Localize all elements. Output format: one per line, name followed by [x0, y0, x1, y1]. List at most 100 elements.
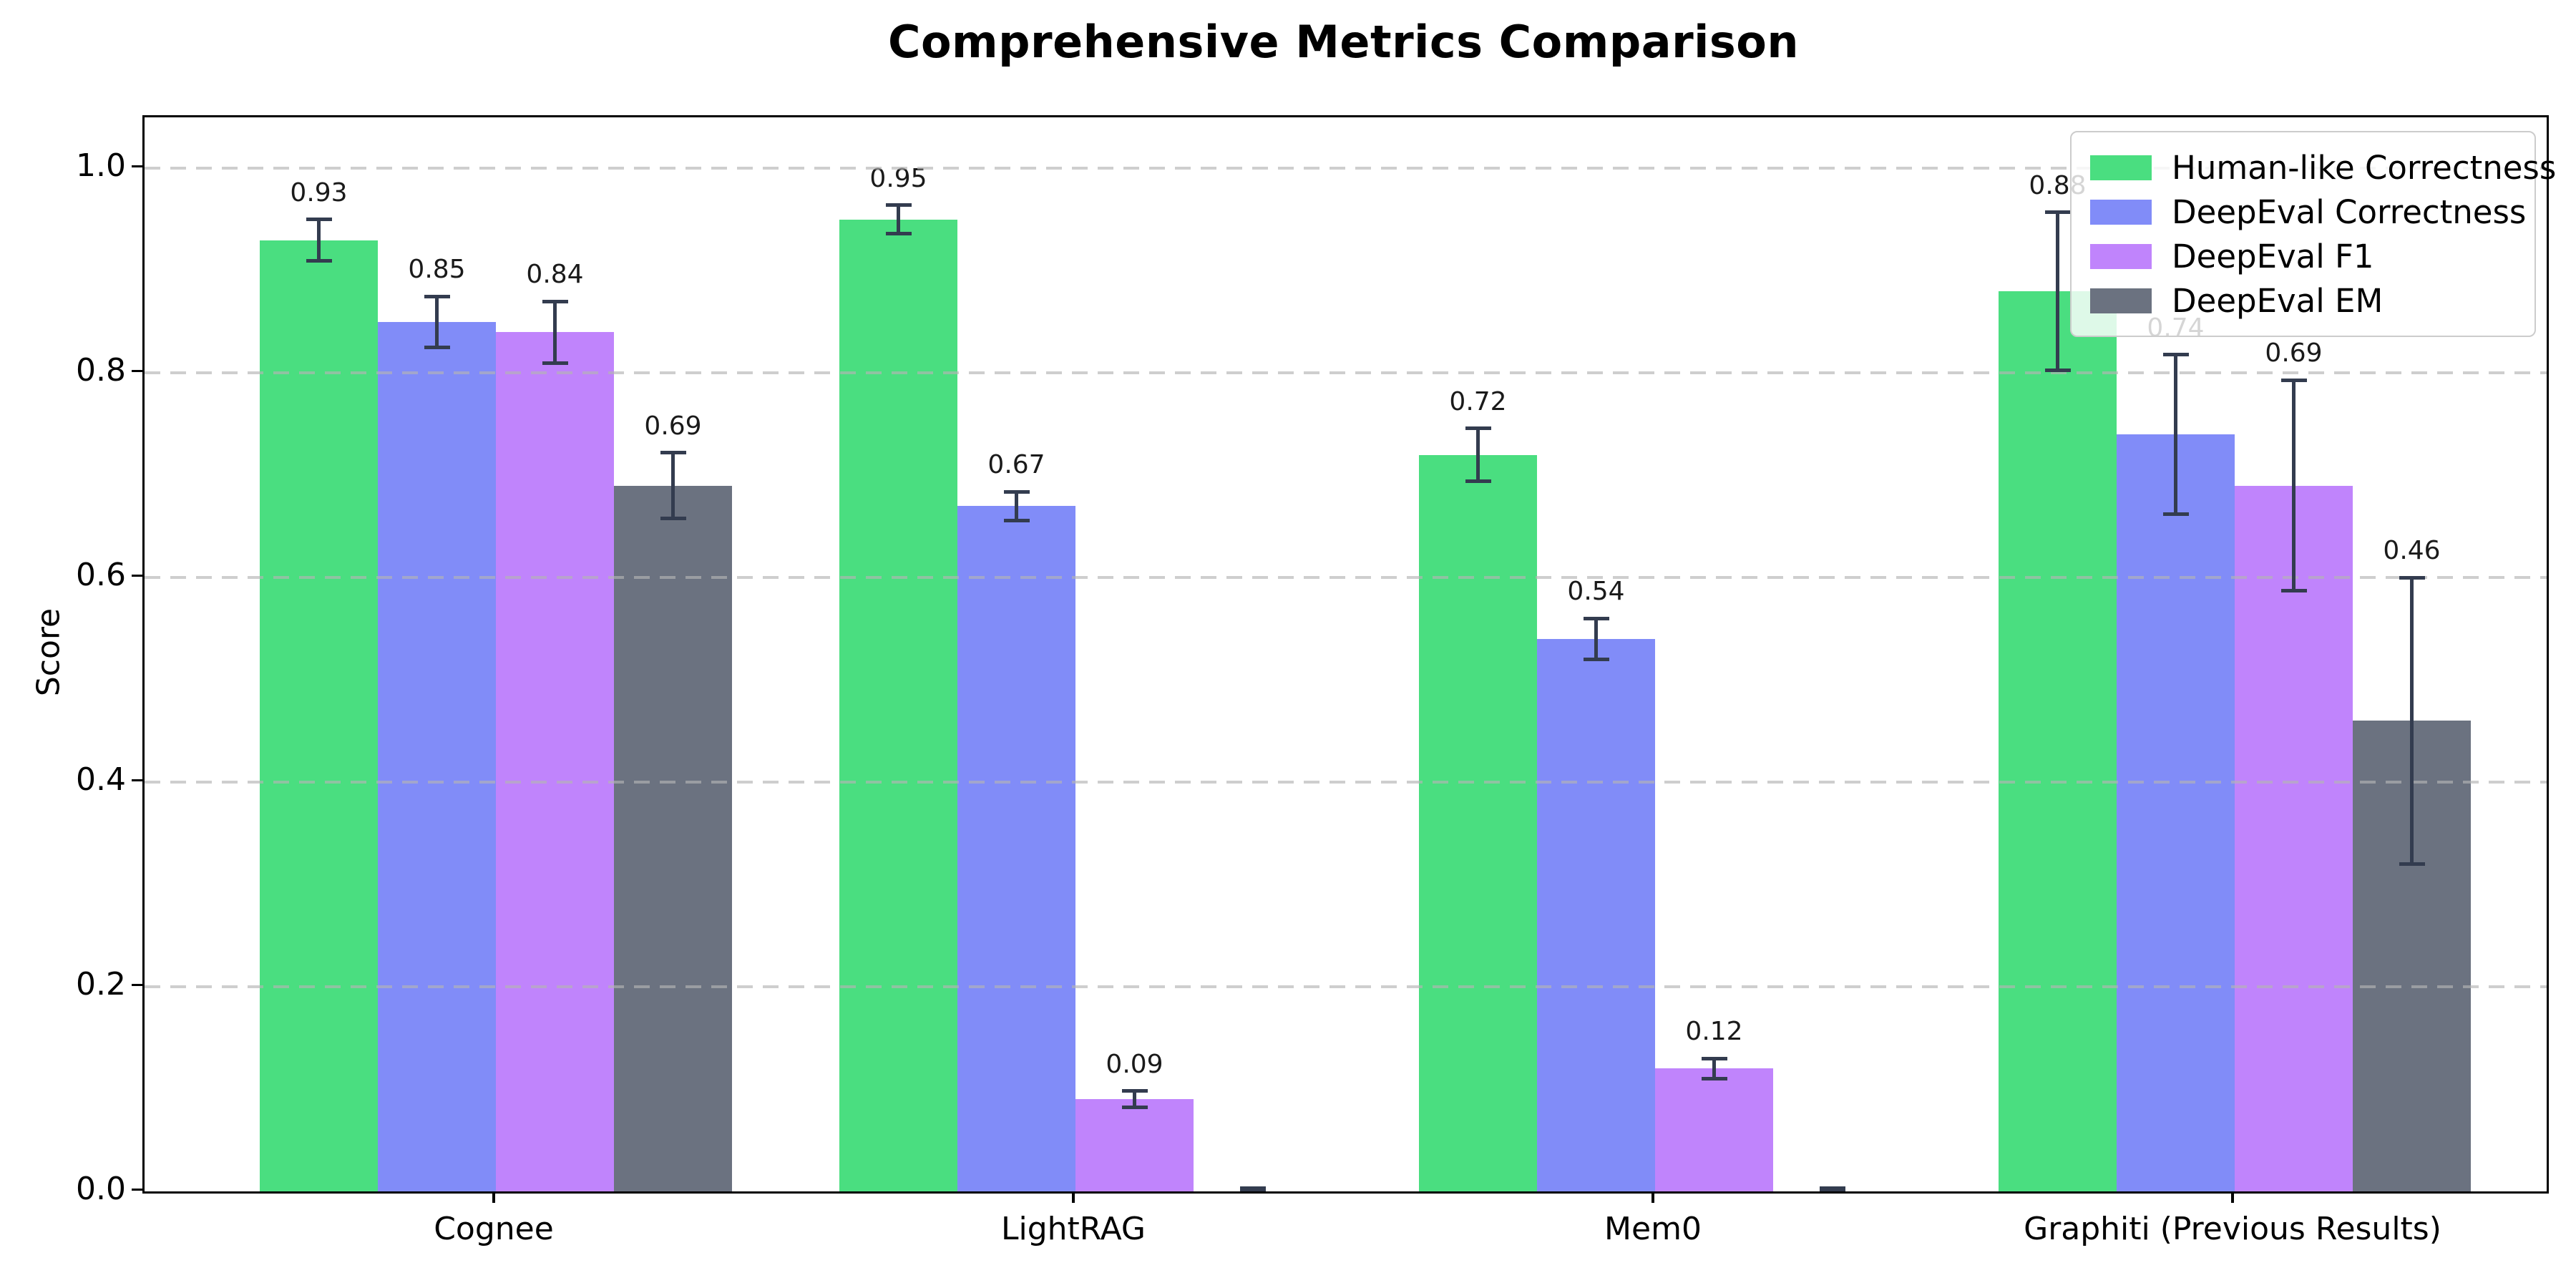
error-bar	[317, 219, 321, 261]
error-bar	[1476, 428, 1480, 482]
legend-label: DeepEval EM	[2172, 281, 2384, 320]
x-tick-label-mem0: Mem0	[1604, 1211, 1702, 1247]
error-bar	[1594, 618, 1598, 660]
bar-deepeval-f1-1	[1075, 1099, 1194, 1191]
error-bar-cap-bottom	[2162, 512, 2189, 517]
error-bar-cap-bottom	[1583, 658, 1609, 662]
bar-value-label: 0.69	[2265, 338, 2323, 369]
gridline	[145, 167, 2547, 170]
y-tick-label: 1.0	[76, 147, 126, 185]
chart-title: Comprehensive Metrics Comparison	[887, 16, 1800, 68]
y-tick-label: 0.0	[76, 1171, 126, 1207]
error-bar-cap-top	[2399, 575, 2425, 580]
error-bar-cap-top	[1465, 426, 1491, 431]
error-bar-cap-bottom	[1239, 1188, 1266, 1191]
error-bar	[897, 205, 900, 234]
bar-deepeval-correctness-2	[1537, 639, 1655, 1191]
error-bar	[1133, 1091, 1136, 1108]
error-bar-cap-bottom	[1819, 1188, 1845, 1191]
bar-value-label: 0.84	[526, 260, 584, 290]
error-bar-cap-top	[2044, 210, 2071, 215]
error-bar-cap-bottom	[660, 516, 686, 520]
error-bar-cap-top	[885, 203, 912, 208]
error-bar-cap-top	[1003, 489, 1030, 494]
bar-human-like-correctness-2	[1419, 454, 1537, 1191]
bar-deepeval-f1-2	[1655, 1068, 1773, 1191]
gridline	[145, 781, 2547, 784]
y-tick-mark	[132, 574, 142, 577]
y-tick-mark	[132, 369, 142, 373]
bar-value-label: 0.72	[1449, 386, 1507, 416]
x-tick-label-cognee: Cognee	[434, 1211, 554, 1247]
y-tick-label: 0.4	[76, 761, 126, 799]
error-bar-cap-top	[424, 294, 450, 298]
x-tick-label-lightrag: LightRAG	[1000, 1211, 1146, 1247]
bar-value-label: 0.69	[644, 411, 702, 441]
bar-value-label: 0.54	[1567, 577, 1625, 607]
error-bar	[2174, 354, 2177, 514]
error-bar	[671, 452, 675, 519]
legend-item: DeepEval F1	[2090, 234, 2516, 278]
error-bar-cap-top	[660, 451, 686, 455]
gridline	[145, 985, 2547, 989]
error-bar-cap-bottom	[2399, 862, 2425, 867]
error-bar-cap-top	[1583, 616, 1609, 620]
error-bar-cap-top	[1121, 1089, 1148, 1093]
bar-value-label: 0.12	[1685, 1017, 1743, 1047]
error-bar-cap-top	[2280, 378, 2307, 382]
y-tick-label: 0.8	[76, 352, 126, 389]
y-tick-mark	[132, 779, 142, 782]
gridline	[145, 371, 2547, 375]
error-bar	[435, 296, 439, 348]
error-bar-cap-top	[542, 299, 568, 303]
bar-deepeval-em-0	[614, 485, 732, 1191]
error-bar	[553, 301, 557, 364]
bar-human-like-correctness-3	[1999, 291, 2117, 1191]
x-tick-mark	[2231, 1191, 2234, 1203]
legend-swatch	[2090, 199, 2152, 225]
bar-value-label: 0.09	[1106, 1049, 1163, 1079]
legend-item: DeepEval EM	[2090, 278, 2516, 323]
legend-swatch	[2090, 155, 2152, 180]
error-bar-cap-bottom	[885, 232, 912, 236]
bar-human-like-correctness-1	[839, 219, 957, 1191]
error-bar	[1015, 492, 1018, 521]
bar-value-label: 0.67	[987, 450, 1045, 480]
bar-deepeval-correctness-0	[378, 321, 496, 1191]
error-bar-cap-bottom	[306, 258, 332, 263]
error-bar-cap-top	[1701, 1056, 1727, 1060]
x-tick-mark	[492, 1191, 495, 1203]
legend-item: DeepEval Correctness	[2090, 190, 2526, 234]
error-bar-cap-bottom	[1701, 1077, 1727, 1081]
y-tick-mark	[132, 1188, 142, 1191]
bar-deepeval-correctness-3	[2117, 434, 2235, 1191]
error-bar	[2410, 577, 2414, 864]
error-bar-cap-top	[2162, 353, 2189, 357]
error-bar	[1712, 1058, 1716, 1079]
bar-deepeval-f1-0	[496, 332, 614, 1191]
legend-swatch	[2090, 243, 2152, 269]
error-bar	[2292, 380, 2296, 591]
y-tick-mark	[132, 983, 142, 987]
gridline	[145, 576, 2547, 580]
bar-human-like-correctness-0	[260, 240, 378, 1191]
y-tick-label: 0.6	[76, 557, 126, 594]
legend: Human-like Correctness DeepEval Correctne…	[2070, 131, 2556, 337]
legend-label: DeepEval Correctness	[2172, 192, 2527, 231]
error-bar-cap-bottom	[542, 361, 568, 365]
bar-value-label: 0.85	[408, 255, 466, 285]
y-tick-label: 0.2	[76, 966, 126, 1003]
x-tick-label-graphiti-previous-results-: Graphiti (Previous Results)	[2024, 1211, 2441, 1247]
bar-deepeval-correctness-1	[957, 506, 1075, 1191]
bar-value-label: 0.46	[2383, 536, 2441, 566]
legend-label: Human-like Correctness	[2172, 148, 2557, 187]
error-bar-cap-bottom	[2044, 368, 2071, 372]
error-bar-cap-bottom	[1465, 479, 1491, 484]
legend-label: DeepEval F1	[2172, 237, 2374, 275]
error-bar-cap-bottom	[1003, 518, 1030, 522]
bar-deepeval-f1-3	[2235, 485, 2353, 1191]
y-tick-mark	[132, 165, 142, 168]
bar-value-label: 0.93	[290, 177, 348, 208]
error-bar-cap-bottom	[2280, 589, 2307, 593]
